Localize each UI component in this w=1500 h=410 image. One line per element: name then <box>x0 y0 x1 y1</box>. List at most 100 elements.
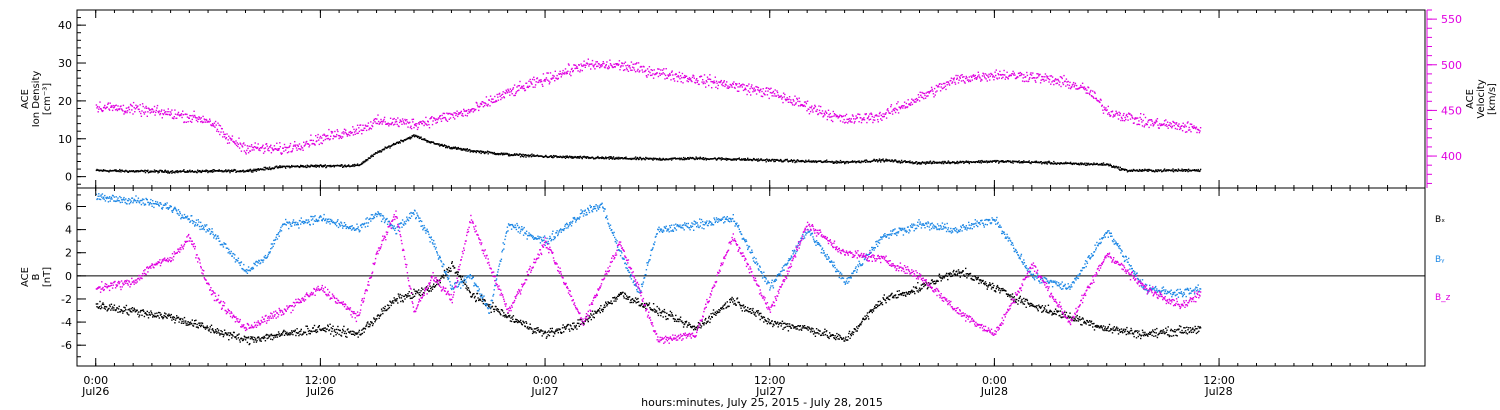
velocity-point <box>655 73 657 75</box>
velocity-point <box>600 66 602 68</box>
velocity-point <box>431 123 434 126</box>
bx-point <box>158 311 160 314</box>
velocity-point <box>195 119 198 122</box>
velocity-point <box>1143 126 1145 128</box>
density-point <box>144 169 146 171</box>
velocity-point <box>531 78 534 81</box>
velocity-point <box>173 116 175 118</box>
velocity-point <box>815 110 818 113</box>
velocity-point <box>1086 89 1088 91</box>
density-point <box>573 156 576 159</box>
density-point <box>1095 163 1097 165</box>
velocity-point <box>773 95 775 97</box>
velocity-point <box>440 120 443 122</box>
velocity-point <box>751 87 754 89</box>
velocity-point <box>473 108 475 110</box>
bx-point <box>189 321 192 323</box>
velocity-point <box>702 82 704 85</box>
bx-point <box>681 320 683 322</box>
density-point <box>217 170 220 172</box>
bx-point <box>660 314 662 317</box>
velocity-point <box>664 78 666 80</box>
velocity-point <box>796 97 798 100</box>
velocity-point <box>896 103 898 105</box>
density-point <box>1023 160 1025 162</box>
velocity-point <box>868 115 870 117</box>
density-point <box>744 158 746 160</box>
velocity-point <box>1048 81 1050 83</box>
bx-point <box>158 317 160 319</box>
velocity-point <box>751 84 753 86</box>
velocity-point <box>131 109 133 111</box>
bx-point <box>550 331 552 333</box>
velocity-point <box>917 94 920 96</box>
velocity-point <box>917 99 919 101</box>
velocity-point <box>1037 73 1039 75</box>
density-point <box>164 169 166 171</box>
bx-point <box>620 293 622 295</box>
density-point <box>898 160 900 162</box>
velocity-point <box>879 111 881 114</box>
bx-point <box>183 316 186 319</box>
velocity-point <box>1024 76 1027 78</box>
velocity-point <box>1073 86 1075 88</box>
bx-point <box>585 319 587 321</box>
density-point <box>1077 162 1080 165</box>
velocity-point <box>414 124 416 126</box>
bx-point <box>528 328 530 330</box>
density-point <box>645 156 647 159</box>
velocity-point <box>686 80 688 82</box>
density-point <box>324 164 326 166</box>
velocity-point <box>404 118 406 121</box>
bx-point <box>150 312 153 314</box>
velocity-point <box>708 84 710 87</box>
velocity-point <box>564 68 567 70</box>
bx-point <box>684 323 686 325</box>
velocity-point <box>727 85 729 87</box>
velocity-point <box>749 87 751 90</box>
bx-point <box>166 317 168 319</box>
velocity-point <box>833 115 835 117</box>
density-point <box>1187 168 1190 170</box>
velocity-point <box>362 129 365 131</box>
velocity-point <box>530 82 533 84</box>
bx-point <box>288 332 290 334</box>
velocity-point <box>1198 129 1200 131</box>
bx-point <box>345 335 347 338</box>
bx-point <box>165 313 167 315</box>
velocity-point <box>1180 127 1182 130</box>
velocity-point <box>276 142 278 144</box>
density-point <box>1144 168 1146 170</box>
velocity-point <box>1163 120 1166 122</box>
velocity-point <box>478 109 480 112</box>
bx-point <box>309 329 311 332</box>
bx-point <box>537 327 539 329</box>
bx-point <box>685 320 688 323</box>
velocity-point <box>1032 72 1034 74</box>
bx-point <box>618 293 620 296</box>
velocity-point <box>99 101 101 103</box>
bx-point <box>405 294 407 297</box>
velocity-point <box>464 114 467 117</box>
bx-point <box>546 335 548 338</box>
density-point <box>624 158 627 160</box>
bx-point <box>572 322 574 325</box>
velocity-point <box>1173 124 1175 127</box>
bx-point <box>610 300 612 302</box>
velocity-point <box>703 74 706 76</box>
density-point <box>235 171 237 173</box>
velocity-point <box>501 97 503 99</box>
bx-point <box>446 269 449 271</box>
bx-point <box>378 317 380 319</box>
density-point <box>285 167 287 169</box>
velocity-point <box>633 69 636 71</box>
velocity-point <box>324 138 326 141</box>
velocity-point <box>470 109 473 111</box>
density-point <box>518 154 520 156</box>
velocity-point <box>794 103 797 105</box>
density-point <box>360 163 362 165</box>
velocity-point <box>467 108 470 111</box>
velocity-point <box>635 63 637 65</box>
density-point <box>1199 168 1202 171</box>
velocity-point <box>566 72 568 75</box>
